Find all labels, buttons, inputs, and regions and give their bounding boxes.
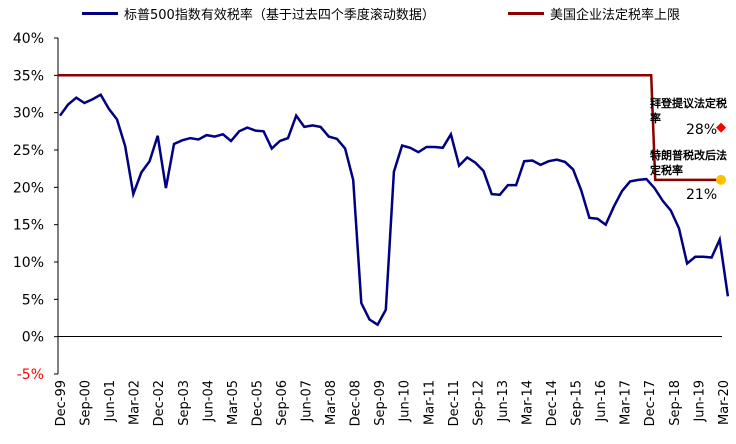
y-tick-label: 30% [13, 106, 44, 122]
x-tick-label: Jun-07 [300, 380, 315, 423]
x-tick-label: Mar-17 [619, 380, 634, 425]
x-tick-label: Sep-06 [275, 380, 290, 426]
x-tick-label: Mar-05 [226, 380, 241, 425]
y-tick-label: 10% [13, 255, 44, 271]
biden-proposal-marker [716, 122, 726, 133]
trump-rate-value: 21% [686, 187, 718, 203]
x-tick-label: Jun-19 [692, 380, 707, 423]
x-axis-ticks: Dec-99 Sep-00 Jun-01 Mar-02 Dec-02 Sep-03 Jun-… [54, 380, 732, 426]
y-tick-label: 5% [22, 292, 44, 308]
x-tick-label: Dec-17 [643, 380, 658, 426]
x-tick-label: Dec-08 [349, 380, 364, 426]
x-tick-label: Jun-04 [201, 380, 216, 423]
x-tick-label: Jun-13 [496, 380, 511, 423]
x-tick-label: Sep-00 [79, 380, 94, 426]
legend-label: 标普500指数有效税率（基于过去四个季度滚动数据） [124, 8, 435, 23]
biden-proposal-value: 28% [686, 122, 718, 138]
y-tick-label: 35% [13, 68, 44, 84]
y-tick-label: -5% [17, 367, 44, 383]
x-tick-label: Mar-02 [128, 380, 143, 425]
statutory-rate-line [58, 74, 718, 182]
x-tick-label: Dec-05 [250, 380, 265, 426]
y-tick-label: 20% [13, 180, 44, 196]
x-tick-label: Sep-12 [471, 380, 486, 426]
x-tick-label: Mar-20 [717, 380, 732, 425]
x-tick-label: Jun-10 [398, 380, 413, 423]
biden-proposal-annotation: 拜登提议法定税率 [650, 97, 727, 125]
x-tick-label: Dec-14 [545, 380, 560, 426]
legend-item-statutory-rate: 美国企业法定税率上限 [508, 4, 680, 23]
y-axis-ticks: 40% 35% 30% 25% 20% 15% 10% 5% 0% -5% [13, 31, 58, 383]
x-tick-label: Jun-16 [594, 380, 609, 423]
x-tick-label: Dec-02 [152, 380, 167, 426]
x-tick-label: Mar-08 [324, 380, 339, 425]
x-tick-label: Jun-01 [103, 380, 118, 423]
effective-tax-rate-line [58, 93, 730, 327]
legend-swatch-darkred [508, 12, 544, 15]
x-tick-label: Dec-99 [54, 380, 69, 426]
x-tick-label: Mar-11 [422, 380, 437, 425]
y-tick-label: 25% [13, 143, 44, 159]
trump-rate-marker [716, 174, 726, 185]
x-tick-label: Sep-15 [570, 380, 585, 426]
x-tick-label: Sep-03 [177, 380, 192, 426]
x-tick-label: Sep-09 [373, 380, 388, 426]
legend-swatch-navy [82, 12, 118, 15]
trump-rate-annotation: 特朗普税改后法定税率 [650, 149, 727, 177]
legend-item-effective-rate: 标普500指数有效税率（基于过去四个季度滚动数据） [82, 4, 435, 23]
x-tick-label: Mar-14 [520, 380, 535, 425]
x-tick-label: Sep-18 [668, 380, 683, 426]
legend-label: 美国企业法定税率上限 [550, 8, 681, 23]
y-tick-label: 40% [13, 31, 44, 47]
y-tick-label: 15% [13, 218, 44, 234]
y-tick-label: 0% [22, 330, 44, 346]
x-tick-label: Dec-11 [447, 380, 462, 426]
